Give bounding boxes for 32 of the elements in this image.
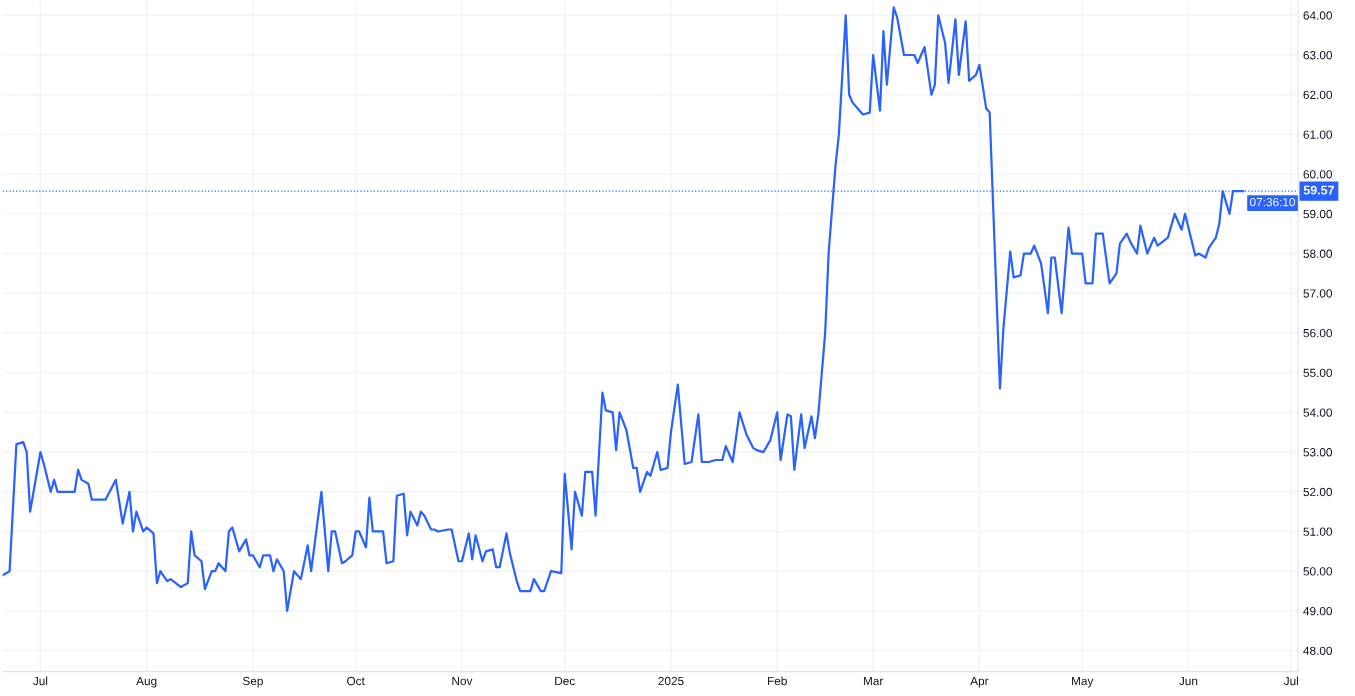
x-tick-label: Aug: [136, 676, 157, 688]
x-tick-label: Dec: [555, 676, 575, 686]
x-tick-label: 2025: [658, 676, 684, 686]
y-tick-label: 53.00: [1303, 448, 1333, 457]
x-tick-label: Sep: [242, 676, 263, 688]
y-tick-label: 51.00: [1303, 527, 1333, 536]
y-tick-label: 50.00: [1303, 567, 1333, 576]
y-tick-label: 49.00: [1303, 606, 1333, 616]
y-tick-label: 58.00: [1303, 249, 1333, 258]
y-tick-label: 54.00: [1303, 408, 1333, 417]
x-tick-label: Jun: [1179, 676, 1198, 686]
y-tick-label: 59.00: [1303, 209, 1333, 219]
x-tick-label: Mar: [863, 676, 884, 686]
x-tick-label: Apr: [970, 676, 989, 688]
y-tick-label: 63.00: [1303, 51, 1333, 60]
y-tick-label: 52.00: [1303, 487, 1333, 497]
y-tick-label: 55.00: [1303, 368, 1333, 378]
y-tick-label: 48.00: [1303, 646, 1333, 655]
y-tick-label: 60.00: [1303, 170, 1333, 179]
y-tick-label: 61.00: [1303, 130, 1333, 139]
x-tick-label: Oct: [347, 676, 365, 686]
y-tick-label: 56.00: [1303, 328, 1333, 338]
x-tick-label: Nov: [452, 676, 473, 686]
x-tick-label: Feb: [767, 676, 787, 686]
y-tick-label: 64.00: [1303, 11, 1333, 20]
ref-line-label: 59.57: [1303, 185, 1334, 195]
y-tick-label: 62.00: [1303, 90, 1333, 100]
annotation: 07:36:10: [1250, 197, 1296, 207]
x-tick-label: May: [1072, 676, 1094, 688]
y-tick-label: 57.00: [1303, 289, 1333, 298]
x-tick-label: Jul: [33, 676, 48, 686]
x-tick-label: Jul: [1283, 676, 1298, 686]
